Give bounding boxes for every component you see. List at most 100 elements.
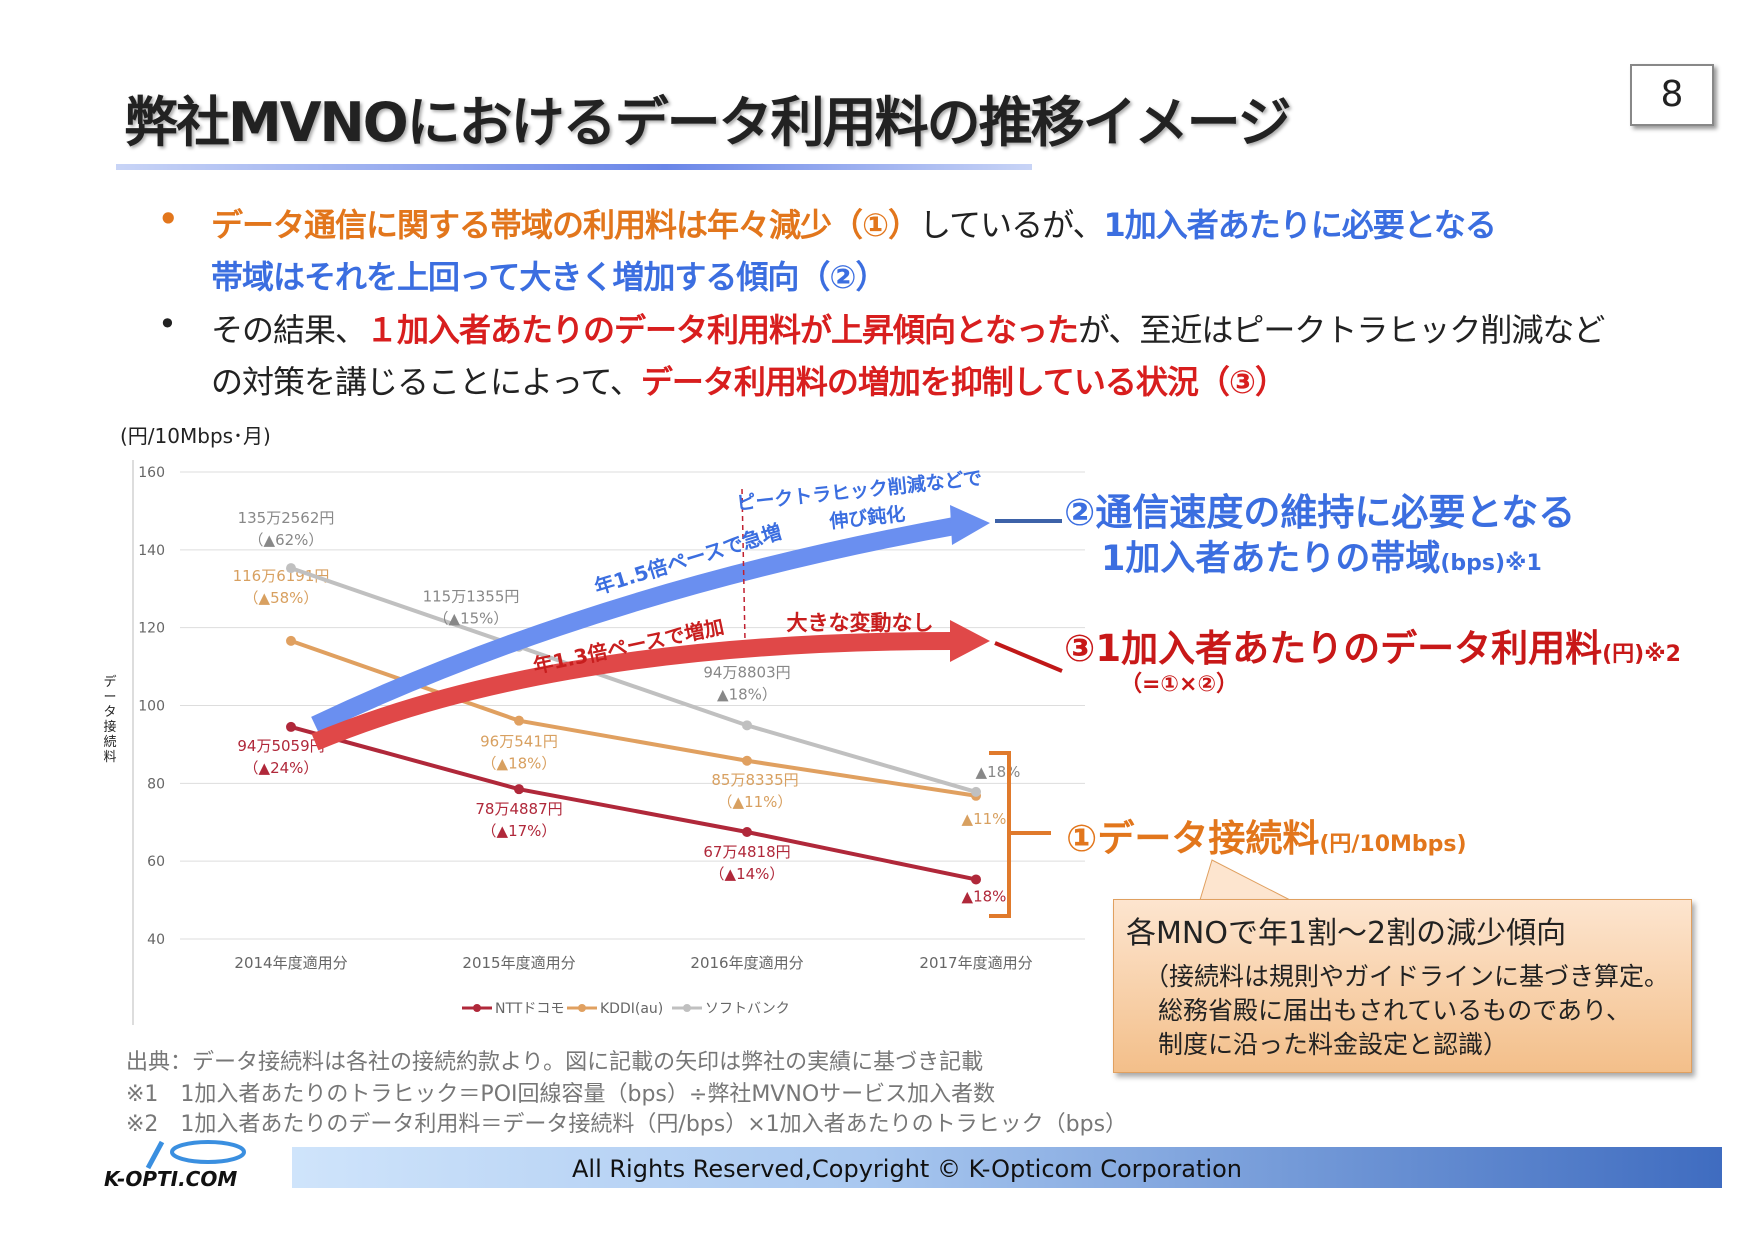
note-1: ※1 1加入者あたりのトラヒック＝POI回線容量（bps）÷弊社MVNOサービス… bbox=[126, 1082, 996, 1107]
callout-pointer bbox=[1199, 859, 1291, 901]
legend-label: ソフトバンク bbox=[705, 1001, 790, 1017]
data-label-change: （▲15%） bbox=[434, 610, 509, 628]
label-suffix: (bps)※1 bbox=[1440, 551, 1542, 576]
data-label-change: （▲24%） bbox=[244, 759, 319, 777]
data-label-change: ▲18%） bbox=[717, 685, 777, 703]
data-point bbox=[286, 635, 296, 646]
label-suffix: (円)※2 bbox=[1602, 642, 1681, 667]
y-tick-label: 120 bbox=[138, 621, 165, 637]
y-tick-label: 60 bbox=[147, 854, 165, 870]
bullet-text: 帯域はそれを上回って大きく増加する傾向（②） bbox=[211, 258, 887, 296]
data-point bbox=[742, 755, 752, 766]
connector-3 bbox=[994, 641, 1063, 673]
chart-y-title: データ接続料 bbox=[103, 675, 117, 765]
data-point bbox=[514, 784, 524, 795]
x-tick-label: 2014年度適用分 bbox=[234, 954, 347, 972]
data-label-change: ▲18% bbox=[962, 887, 1007, 905]
data-label-value: 94万5059円 bbox=[237, 737, 324, 755]
bandwidth-arrowhead bbox=[950, 505, 990, 545]
callout-line: 総務省殿に届出もされているものであり、 bbox=[1158, 996, 1632, 1025]
bullet-dot: • bbox=[158, 200, 178, 238]
bullet-text: 1加入者あたりに必要となる bbox=[1103, 206, 1497, 244]
legend-marker bbox=[578, 1004, 586, 1012]
label-usage-fee-formula: （=①×②） bbox=[1120, 672, 1239, 697]
bullet-text: しているが、 bbox=[919, 206, 1104, 244]
y-tick-label: 140 bbox=[138, 543, 165, 559]
title-underline bbox=[116, 164, 1032, 170]
note-2: ※2 1加入者あたりのデータ利用料＝データ接続料（円/bps）×1加入者あたりの… bbox=[126, 1112, 1128, 1137]
label-bandwidth-2: 1加入者あたりの帯域(bps)※1 bbox=[1101, 530, 1542, 581]
x-tick-label: 2015年度適用分 bbox=[462, 954, 575, 972]
bandwidth-arrow bbox=[311, 516, 962, 734]
page-title: 弊社MVNOにおけるデータ利用料の推移イメージ bbox=[124, 91, 1292, 154]
usage-fee-arrow bbox=[311, 631, 961, 751]
data-label-change: （▲18%） bbox=[482, 755, 557, 773]
legend-marker bbox=[683, 1004, 691, 1012]
annotation-red-flat: 大きな変動なし bbox=[787, 611, 934, 635]
y-tick-label: 80 bbox=[147, 776, 165, 792]
divider-dashed-line bbox=[741, 488, 746, 642]
data-label-value: 85万8335円 bbox=[711, 771, 798, 789]
data-label-value: 78万4887円 bbox=[475, 800, 562, 818]
series-line-0 bbox=[290, 724, 977, 882]
label-text: 1加入者あたりの帯域 bbox=[1101, 539, 1441, 579]
legend-label: KDDI(au) bbox=[600, 1001, 663, 1017]
legend-label: NTTドコモ bbox=[495, 1001, 564, 1017]
label-bandwidth-1: ②通信速度の維持に必要となる bbox=[1064, 491, 1576, 534]
data-point bbox=[514, 715, 524, 726]
data-point bbox=[971, 786, 981, 797]
bullet-text: データ利用料の増加を抑制している状況（③） bbox=[640, 363, 1287, 401]
y-tick-label: 100 bbox=[138, 699, 165, 715]
data-label-change: ▲11% bbox=[962, 810, 1007, 828]
data-label-change: （▲17%） bbox=[482, 822, 557, 840]
bullet-text: １加入者あたりのデータ利用料が上昇傾向となった bbox=[366, 311, 1079, 349]
bullet-text: データ通信に関する帯域の利用料は年々減少（①） bbox=[211, 206, 920, 244]
label-usage-fee: ③1加入者あたりのデータ利用料(円)※2 bbox=[1064, 618, 1681, 672]
copyright-text: All Rights Reserved,Copyright © K-Optico… bbox=[572, 1155, 1242, 1183]
series-line-2 bbox=[290, 566, 977, 794]
bullet-2: • その結果、１加入者あたりのデータ利用料が上昇傾向となったが、至近はピークトラ… bbox=[158, 305, 1605, 403]
bullet-1: • データ通信に関する帯域の利用料は年々減少（①）しているが、1加入者あたりに必… bbox=[158, 200, 1497, 298]
data-label-value: 96万541円 bbox=[480, 733, 558, 751]
bullet-text: が、至近はピークトラヒック削減など bbox=[1078, 311, 1605, 349]
data-label-change: ▲18% bbox=[976, 763, 1021, 781]
data-point bbox=[742, 826, 752, 837]
data-point bbox=[286, 721, 296, 732]
footer-bar: All Rights Reserved,Copyright © K-Optico… bbox=[292, 1147, 1722, 1188]
callout-box: 各MNOで年1割～2割の減少傾向 （接続料は規則やガイドラインに基づき算定。 総… bbox=[1113, 899, 1692, 1073]
page-number: 8 bbox=[1630, 64, 1714, 126]
x-tick-label: 2016年度適用分 bbox=[690, 954, 803, 972]
data-label-change: （▲62%） bbox=[249, 531, 324, 549]
legend-marker bbox=[473, 1004, 481, 1012]
bullet-dot: • bbox=[158, 305, 177, 343]
y-tick-label: 40 bbox=[147, 932, 165, 948]
usage-fee-arrowhead bbox=[950, 620, 990, 662]
bullet-text: の対策を講じることによって、 bbox=[211, 363, 642, 401]
data-label-change: （▲58%） bbox=[244, 589, 319, 607]
data-point bbox=[971, 874, 981, 885]
label-suffix: (円/10Mbps) bbox=[1319, 832, 1467, 857]
x-tick-label: 2017年度適用分 bbox=[919, 954, 1032, 972]
label-text: ①データ接続料 bbox=[1066, 817, 1320, 860]
chart-unit-label: (円/10Mbps･月) bbox=[120, 424, 271, 448]
bracket-1 bbox=[989, 751, 1051, 918]
label-text: ③1加入者あたりのデータ利用料 bbox=[1064, 627, 1603, 670]
data-label-change: （▲11%） bbox=[718, 793, 793, 811]
callout-line: （接続料は規則やガイドラインに基づき算定。 bbox=[1144, 962, 1670, 991]
label-connection-fee: ①データ接続料(円/10Mbps) bbox=[1066, 808, 1467, 862]
bullet-text: その結果、 bbox=[211, 311, 367, 349]
data-point bbox=[286, 563, 296, 574]
data-label-value: 115万1355円 bbox=[423, 588, 520, 606]
svg-text:K-OPTI.COM: K-OPTI.COM bbox=[104, 1167, 237, 1190]
note-source: 出典：データ接続料は各社の接続約款より。図に記載の矢印は弊社の実績に基づき記載 bbox=[126, 1050, 984, 1075]
data-point bbox=[742, 720, 752, 731]
callout-heading: 各MNOで年1割～2割の減少傾向 bbox=[1126, 916, 1567, 951]
company-logo: K-OPTI.COM bbox=[100, 1138, 280, 1191]
data-label-value: 135万2562円 bbox=[238, 509, 335, 527]
data-label-value: 67万4818円 bbox=[703, 843, 790, 861]
data-label-value: 94万8803円 bbox=[703, 663, 790, 681]
callout-line: 制度に沿った料金設定と認識） bbox=[1158, 1030, 1509, 1059]
data-label-change: （▲14%） bbox=[710, 865, 785, 883]
y-tick-label: 160 bbox=[138, 465, 165, 481]
